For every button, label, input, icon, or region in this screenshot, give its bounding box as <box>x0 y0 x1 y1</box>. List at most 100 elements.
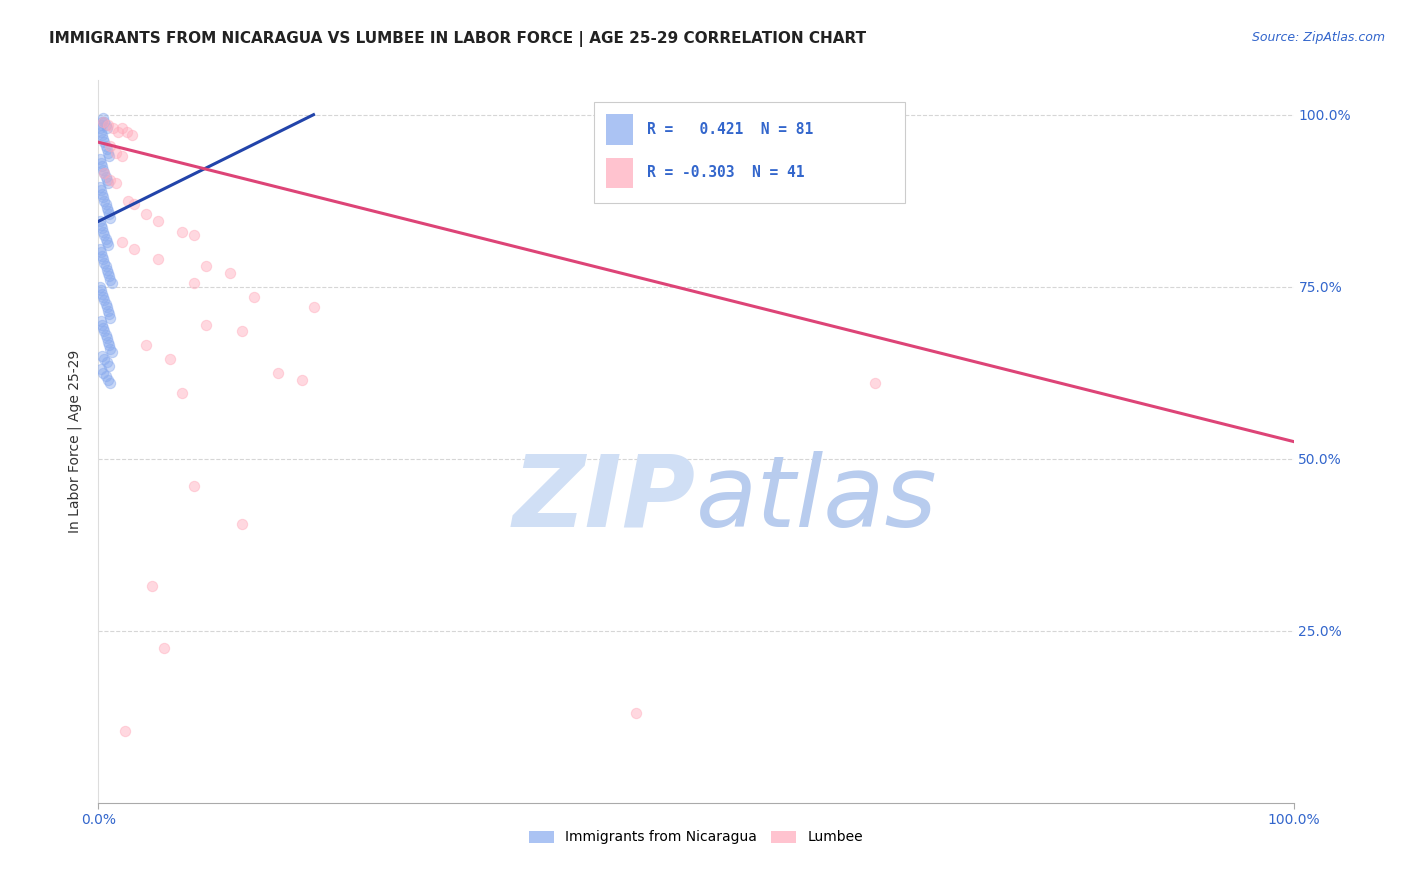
FancyBboxPatch shape <box>595 102 905 203</box>
Point <box>90 362 112 376</box>
Point <box>90 156 112 170</box>
Point <box>183 277 205 291</box>
Point <box>114 723 136 738</box>
Point <box>89 214 111 228</box>
Point <box>124 197 146 211</box>
Point <box>94 369 117 384</box>
Point <box>97 238 120 252</box>
Point <box>90 245 112 260</box>
Point <box>90 125 112 139</box>
Point <box>98 138 122 153</box>
Point <box>91 252 114 267</box>
Point <box>90 283 112 297</box>
Point <box>91 286 114 301</box>
Point <box>172 386 194 401</box>
Point <box>96 301 118 315</box>
Point <box>93 228 115 243</box>
Point <box>100 345 122 359</box>
Point <box>97 177 120 191</box>
Point <box>105 145 128 160</box>
Point <box>93 255 115 269</box>
Point <box>93 351 115 366</box>
Point <box>91 159 114 173</box>
Point <box>231 325 253 339</box>
Point <box>94 197 117 211</box>
Point <box>93 135 115 149</box>
Point <box>97 204 120 219</box>
Point <box>115 125 138 139</box>
Point <box>98 269 121 284</box>
Point <box>98 211 122 225</box>
Point <box>89 279 111 293</box>
Y-axis label: In Labor Force | Age 25-29: In Labor Force | Age 25-29 <box>67 350 82 533</box>
Point <box>98 338 121 352</box>
Text: Source: ZipAtlas.com: Source: ZipAtlas.com <box>1251 31 1385 45</box>
Point <box>97 118 120 132</box>
Text: IMMIGRANTS FROM NICARAGUA VS LUMBEE IN LABOR FORCE | AGE 25-29 CORRELATION CHART: IMMIGRANTS FROM NICARAGUA VS LUMBEE IN L… <box>49 31 866 47</box>
Point <box>105 177 128 191</box>
Point <box>97 266 120 280</box>
Point <box>89 180 111 194</box>
Point <box>98 359 121 373</box>
Point <box>90 118 112 132</box>
Point <box>91 225 114 239</box>
Point <box>148 214 170 228</box>
Point <box>91 190 114 204</box>
Point <box>98 207 121 221</box>
Point <box>302 301 325 315</box>
Point <box>117 194 139 208</box>
Point <box>96 262 118 277</box>
Point <box>93 293 115 308</box>
Point <box>94 327 117 342</box>
Point <box>96 121 118 136</box>
Point <box>98 273 122 287</box>
Point <box>94 169 117 184</box>
Point <box>98 342 122 356</box>
Point <box>148 252 170 267</box>
Text: atlas: atlas <box>696 450 938 548</box>
Point <box>183 228 205 243</box>
Point <box>96 235 118 249</box>
Point <box>89 153 111 167</box>
Point <box>865 376 887 390</box>
Point <box>243 290 266 304</box>
Point <box>89 121 111 136</box>
Point <box>91 114 114 128</box>
Point <box>91 114 114 128</box>
Point <box>183 479 205 493</box>
Point <box>91 128 114 143</box>
Point <box>100 277 122 291</box>
Point <box>98 307 121 321</box>
Point <box>91 186 114 201</box>
Point <box>90 218 112 232</box>
Point <box>111 235 134 249</box>
Point <box>111 149 134 163</box>
Point <box>93 114 115 128</box>
Point <box>90 314 112 328</box>
Point <box>91 221 114 235</box>
Legend: Immigrants from Nicaragua, Lumbee: Immigrants from Nicaragua, Lumbee <box>523 825 869 850</box>
Point <box>93 194 115 208</box>
Point <box>135 207 157 221</box>
Point <box>153 640 176 655</box>
Point <box>97 145 120 160</box>
Point <box>94 118 117 132</box>
Point <box>107 125 129 139</box>
Point <box>98 149 121 163</box>
Point <box>124 242 146 256</box>
Point <box>111 121 134 136</box>
Point <box>90 183 112 197</box>
FancyBboxPatch shape <box>606 158 633 188</box>
Point <box>96 331 118 345</box>
Point <box>91 366 114 380</box>
Point <box>231 517 253 532</box>
Point <box>159 351 181 366</box>
Point <box>91 111 114 125</box>
Text: R =   0.421  N = 81: R = 0.421 N = 81 <box>647 122 813 136</box>
Point <box>626 706 648 721</box>
Point <box>267 366 290 380</box>
Point <box>93 166 115 180</box>
Point <box>172 225 194 239</box>
Point <box>96 173 118 187</box>
Point <box>121 128 143 143</box>
